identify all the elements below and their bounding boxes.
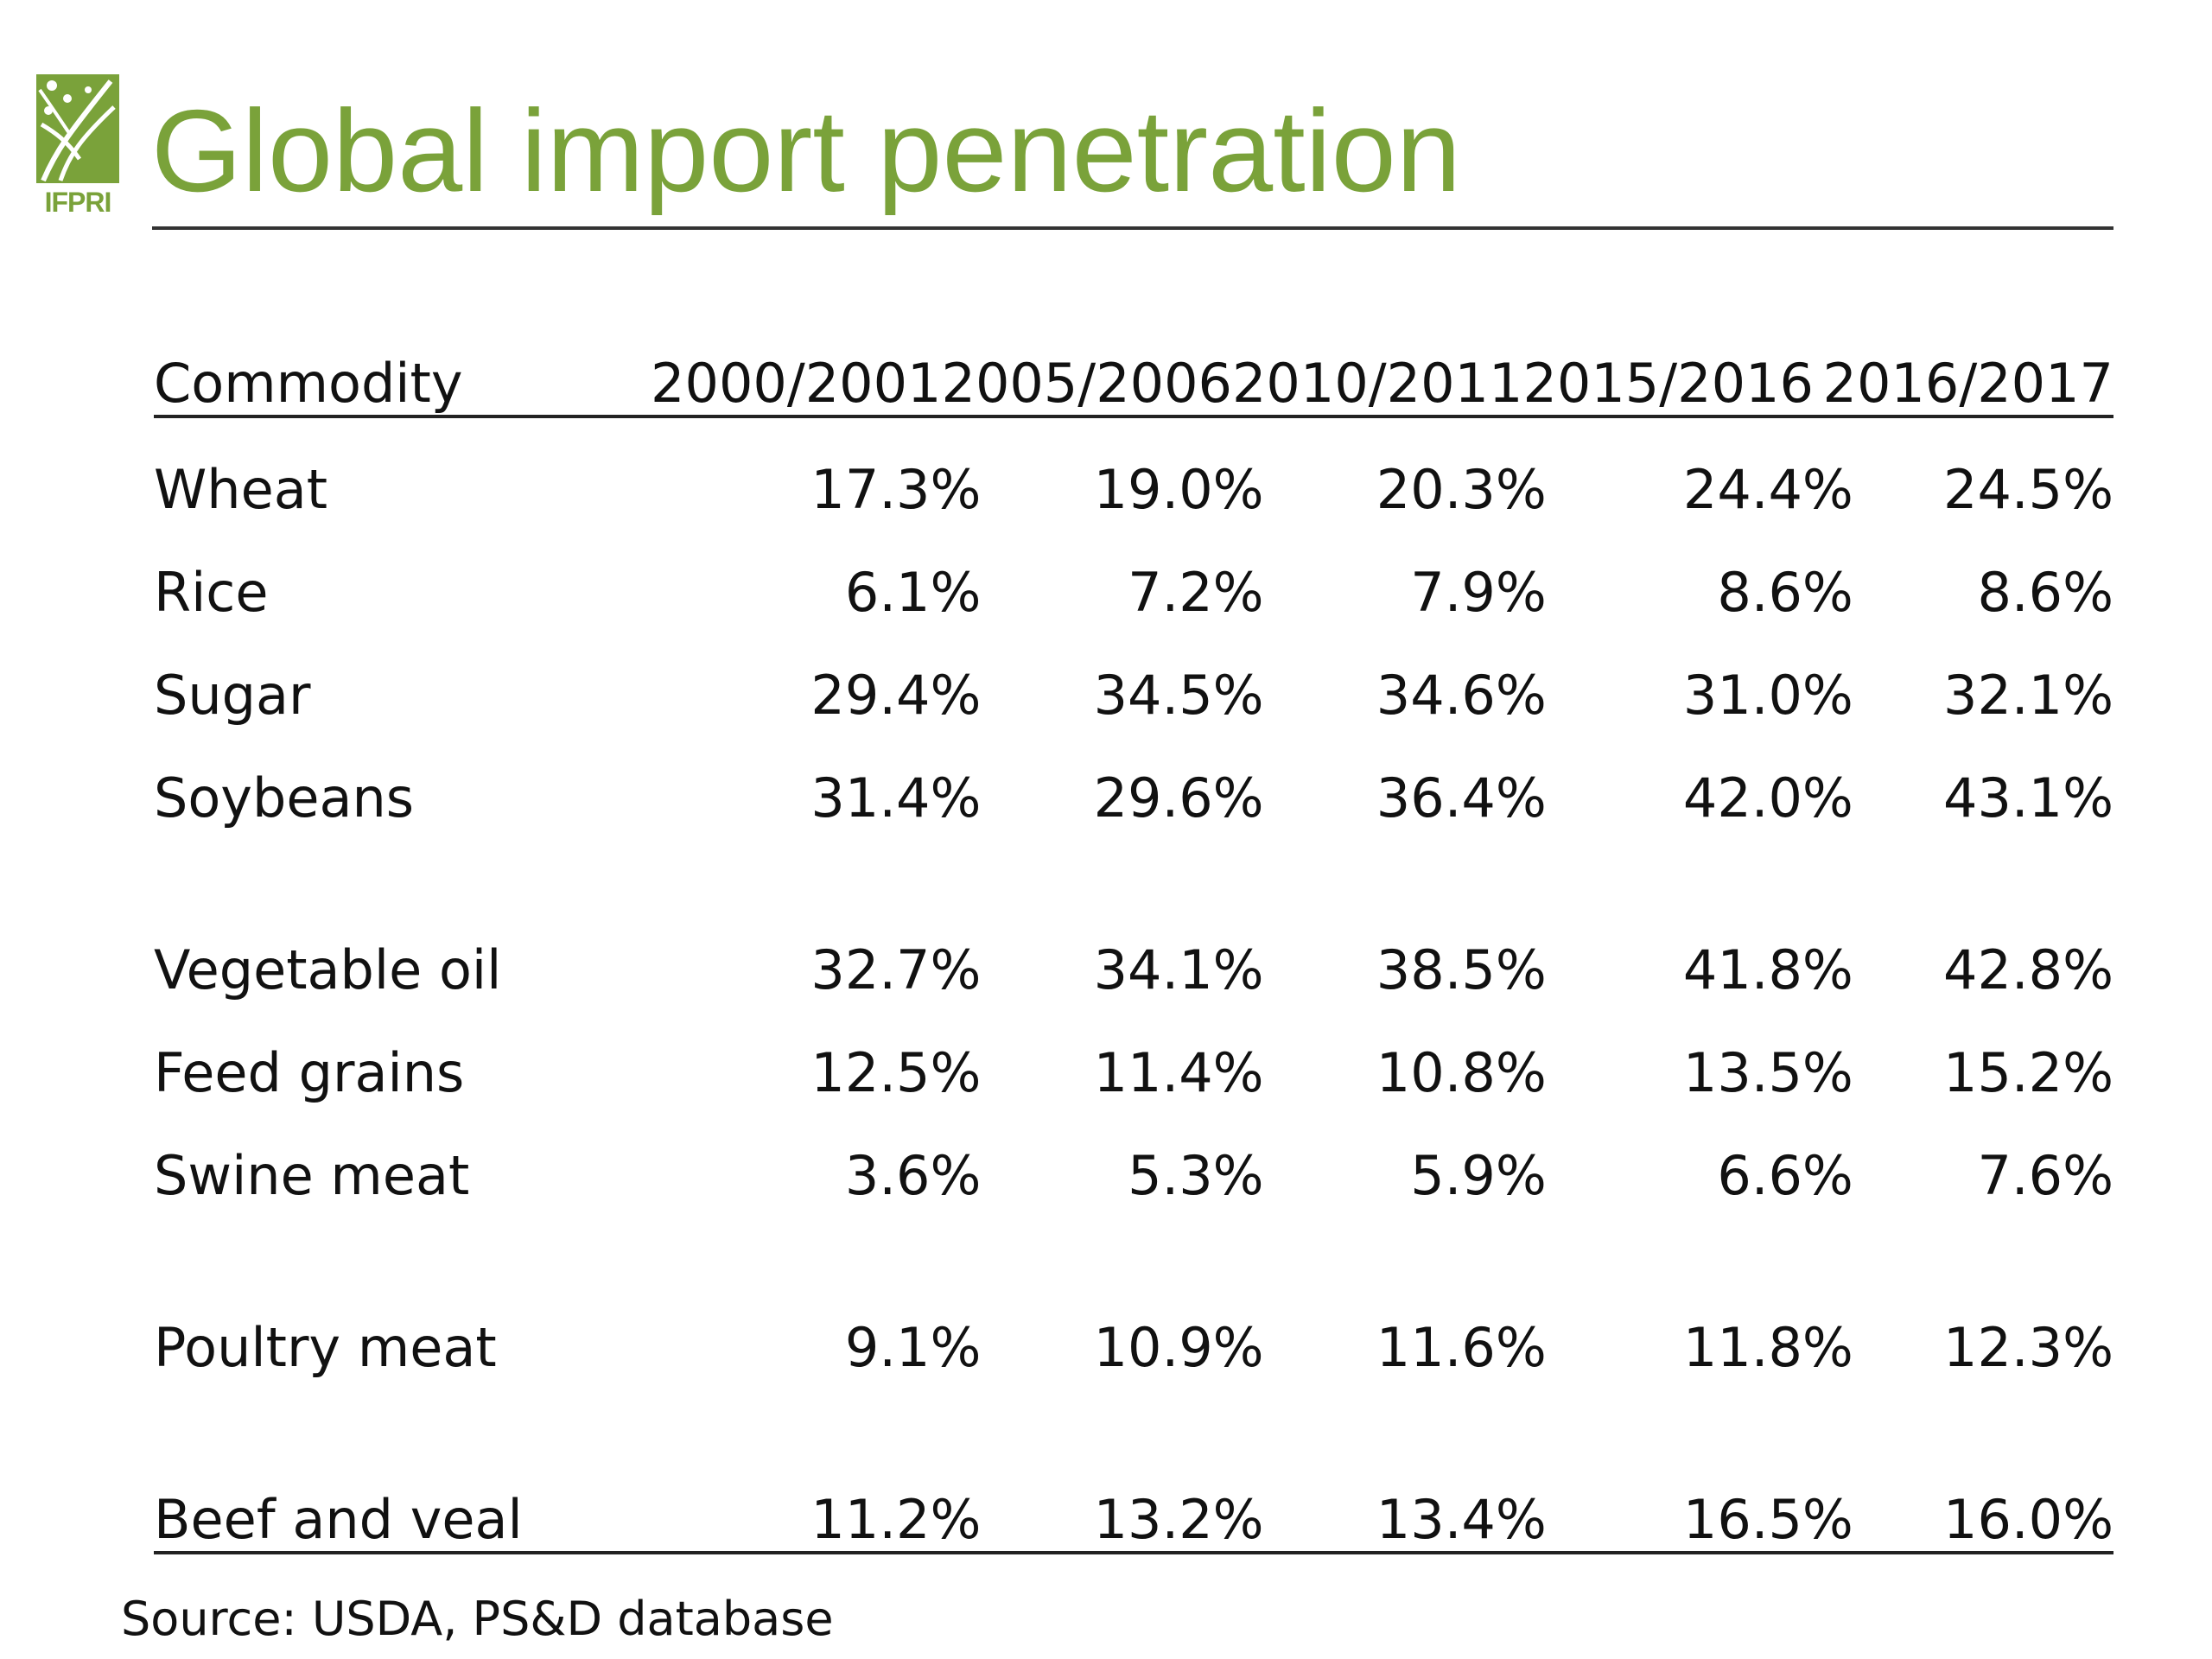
value-cell: 6.6% [1717, 1144, 1853, 1207]
value-cell: 5.9% [1410, 1144, 1547, 1207]
value-cell: 8.6% [1977, 561, 2113, 624]
table-row: Wheat 17.3% 19.0% 20.3% 24.4% 24.5% [154, 418, 2113, 521]
table-row: Beef and veal 11.2% 13.2% 13.4% 16.5% 16… [154, 1379, 2113, 1554]
value-cell: 16.0% [1943, 1488, 2113, 1551]
column-header: 2016/2017 [1822, 352, 2113, 415]
ifpri-logo: IFPRI [35, 73, 121, 219]
table-row: Swine meat 3.6% 5.3% 5.9% 6.6% 7.6% [154, 1104, 2113, 1207]
value-cell: 8.6% [1717, 561, 1853, 624]
table-row: Feed grains 12.5% 11.4% 10.8% 13.5% 15.2… [154, 1001, 2113, 1104]
commodity-cell: Swine meat [154, 1144, 470, 1207]
value-cell: 17.3% [810, 458, 982, 521]
value-cell: 11.8% [1682, 1316, 1853, 1379]
wheat-stalk-icon [36, 74, 119, 183]
value-cell: 32.7% [810, 938, 982, 1001]
value-cell: 29.4% [810, 664, 982, 727]
value-cell: 11.6% [1376, 1316, 1547, 1379]
value-cell: 19.0% [1093, 458, 1264, 521]
value-cell: 10.8% [1376, 1041, 1547, 1104]
table-row: Rice 6.1% 7.2% 7.9% 8.6% 8.6% [154, 521, 2113, 624]
value-cell: 12.5% [810, 1041, 982, 1104]
value-cell: 13.2% [1093, 1488, 1264, 1551]
value-cell: 12.3% [1943, 1316, 2113, 1379]
value-cell: 9.1% [844, 1316, 982, 1379]
table-row: Vegetable oil 32.7% 34.1% 38.5% 41.8% 42… [154, 830, 2113, 1001]
value-cell: 10.9% [1093, 1316, 1264, 1379]
value-cell: 6.1% [844, 561, 982, 624]
value-cell: 34.1% [1093, 938, 1264, 1001]
page-title: Global import penetration [151, 86, 1461, 216]
table-row: Soybeans 31.4% 29.6% 36.4% 42.0% 43.1% [154, 727, 2113, 830]
value-cell: 29.6% [1093, 766, 1264, 830]
commodity-cell: Feed grains [154, 1041, 465, 1104]
value-cell: 32.1% [1943, 664, 2113, 727]
import-penetration-table: Commodity 2000/2001 2005/2006 2010/2011 … [154, 346, 2113, 1554]
column-header: 2010/2011 [1231, 352, 1523, 415]
value-cell: 20.3% [1376, 458, 1547, 521]
value-cell: 5.3% [1128, 1144, 1264, 1207]
value-cell: 13.4% [1376, 1488, 1547, 1551]
commodity-cell: Beef and veal [154, 1488, 523, 1551]
column-header: 2005/2006 [941, 352, 1232, 415]
value-cell: 3.6% [844, 1144, 982, 1207]
value-cell: 7.2% [1128, 561, 1264, 624]
value-cell: 16.5% [1682, 1488, 1853, 1551]
value-cell: 31.0% [1682, 664, 1853, 727]
column-header: Commodity [154, 352, 463, 415]
value-cell: 15.2% [1943, 1041, 2113, 1104]
value-cell: 11.2% [810, 1488, 982, 1551]
logo-wordmark: IFPRI [44, 187, 112, 218]
value-cell: 7.9% [1410, 561, 1547, 624]
value-cell: 43.1% [1943, 766, 2113, 830]
table-row: Sugar 29.4% 34.5% 34.6% 31.0% 32.1% [154, 624, 2113, 727]
value-cell: 24.4% [1682, 458, 1853, 521]
table-row: Poultry meat 9.1% 10.9% 11.6% 11.8% 12.3… [154, 1207, 2113, 1379]
value-cell: 24.5% [1943, 458, 2113, 521]
table-header-row: Commodity 2000/2001 2005/2006 2010/2011 … [154, 346, 2113, 418]
value-cell: 11.4% [1093, 1041, 1264, 1104]
value-cell: 42.0% [1682, 766, 1853, 830]
commodity-cell: Rice [154, 561, 269, 624]
value-cell: 31.4% [810, 766, 982, 830]
title-divider [152, 226, 2113, 230]
value-cell: 41.8% [1682, 938, 1853, 1001]
value-cell: 38.5% [1376, 938, 1547, 1001]
column-header: 2015/2016 [1522, 352, 1814, 415]
commodity-cell: Sugar [154, 664, 311, 727]
value-cell: 34.5% [1093, 664, 1264, 727]
commodity-cell: Vegetable oil [154, 938, 502, 1001]
commodity-cell: Soybeans [154, 766, 415, 830]
commodity-cell: Poultry meat [154, 1316, 497, 1379]
column-header: 2000/2001 [651, 352, 942, 415]
source-note: Source: USDA, PS&D database [121, 1592, 834, 1646]
value-cell: 36.4% [1376, 766, 1547, 830]
value-cell: 34.6% [1376, 664, 1547, 727]
value-cell: 7.6% [1977, 1144, 2113, 1207]
value-cell: 42.8% [1943, 938, 2113, 1001]
value-cell: 13.5% [1682, 1041, 1853, 1104]
commodity-cell: Wheat [154, 458, 328, 521]
